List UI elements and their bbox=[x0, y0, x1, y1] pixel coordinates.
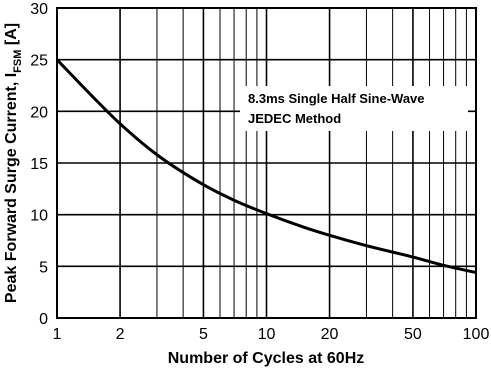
y-tick-label: 20 bbox=[30, 104, 48, 121]
y-axis-title-unit: [A] bbox=[3, 23, 20, 50]
data-series bbox=[55, 58, 477, 274]
annotation-box: 8.3ms Single Half Sine-Wave JEDEC Method bbox=[240, 86, 468, 131]
y-axis-title-main: Peak Forward Surge Current, I bbox=[3, 73, 20, 303]
y-tick-label: 25 bbox=[30, 53, 48, 70]
x-tick-label: 100 bbox=[463, 326, 490, 343]
x-tick-label: 20 bbox=[321, 326, 339, 343]
x-axis-title: Number of Cycles at 60Hz bbox=[168, 350, 365, 367]
y-axis-title: Peak Forward Surge Current, IFSM [A] bbox=[3, 23, 24, 303]
x-tick-label: 5 bbox=[199, 326, 208, 343]
grid-lines bbox=[56, 7, 477, 319]
y-tick-label: 15 bbox=[30, 156, 48, 173]
x-tick-label: 50 bbox=[404, 326, 422, 343]
x-tick-label: 1 bbox=[53, 326, 62, 343]
x-tick-label: 10 bbox=[258, 326, 276, 343]
annotation-background bbox=[240, 86, 468, 131]
y-tick-label: 5 bbox=[39, 259, 48, 276]
y-tick-label: 0 bbox=[39, 311, 48, 328]
plot-frame bbox=[56, 7, 477, 319]
y-axis-title-subscript: FSM bbox=[12, 50, 24, 73]
surge-current-curve bbox=[55, 58, 477, 274]
annotation-line-2: JEDEC Method bbox=[248, 111, 341, 126]
y-tick-label: 10 bbox=[30, 208, 48, 225]
y-tick-label: 30 bbox=[30, 1, 48, 18]
x-tick-label: 2 bbox=[116, 326, 125, 343]
annotation-line-1: 8.3ms Single Half Sine-Wave bbox=[248, 91, 425, 106]
